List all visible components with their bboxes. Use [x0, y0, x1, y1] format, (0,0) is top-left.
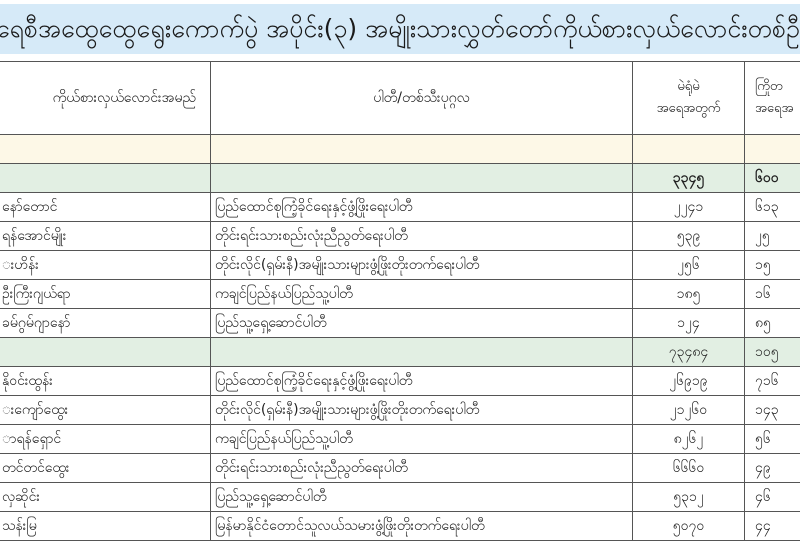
party-name: ပြည်သူ့ရှေ့ဆောင်ပါတီ	[210, 482, 633, 512]
col3-value: ၆၆၆၀	[632, 453, 745, 483]
page-title: ရေစီအထွေထွေရွေးကောက်ပွဲ အပိုင်း(၃) အမျို…	[0, 4, 800, 54]
table-row: နိုဝင်းထွန်း ပြည်ထောင်စုကြံ့ခိုင်ရေးနှင့်…	[0, 366, 800, 396]
party-name: ပြည်ထောင်စုကြံ့ခိုင်ရေးနှင့်ဖွံ့ဖြိုးရေး…	[210, 192, 633, 222]
table-row: း‌ဟိန်း တိုင်းလိုင်(ရှမ်းနီ)အမျိုးသားများ…	[0, 250, 800, 280]
candidate-name: ရန်အောင်မျိုး	[0, 221, 211, 251]
total-col4: ၁၀၅	[744, 337, 800, 367]
col3-value: ၂၁၂၆၀	[632, 395, 745, 425]
total-row: ၇၃၄၈၄ ၁၀၅	[0, 337, 800, 367]
table-row: ာရန်ရှောင် ကချင်ပြည်နယ်ပြည်သူ့ပါတီ ၈၂၆၂ ၅၆	[0, 424, 800, 454]
table-row: နော်တောင် ပြည်ထောင်စုကြံ့ခိုင်ရေးနှင့်ဖွံ…	[0, 192, 800, 222]
total-name	[0, 337, 211, 367]
title-text: ရေစီအထွေထွေရွေးကောက်ပွဲ အပိုင်း(၃) အမျို…	[0, 14, 800, 43]
table-row: လှဆိုင်း ပြည်သူ့ရှေ့ဆောင်ပါတီ ၅၃၁၂ ၄၆	[0, 482, 800, 512]
header-col3-line1: မဲရုံမဲ	[677, 79, 700, 94]
col4-value: ၅၆	[744, 424, 800, 454]
candidate-name: ခမ်ဂွမ်ဂျာနော်	[0, 308, 211, 338]
candidate-name: လှဆိုင်း	[0, 482, 211, 512]
header-party: ပါတီ/တစ်သီးပုဂ္ဂလ	[210, 61, 633, 135]
header-col4-line1: ကြိုတ	[755, 79, 783, 94]
col4-value: ၄၄	[744, 511, 800, 541]
candidate-name: းကျော်ထွေး	[0, 395, 211, 425]
col4-value: ၄၆	[744, 482, 800, 512]
table-row: ခမ်ဂွမ်ဂျာနော် ပြည်သူ့ရှေ့ဆောင်ပါတီ ၁၂၄ ၈၅	[0, 308, 800, 338]
candidate-name: နော်တောင်	[0, 192, 211, 222]
section-row	[0, 134, 800, 164]
total-party	[210, 337, 633, 367]
header-col4: ကြိုတအရေအ	[744, 61, 800, 135]
total-row: ၃၃၄၅ ၆၀၀	[0, 163, 800, 193]
header-col3: မဲရုံမဲအရေအတွက်	[632, 61, 745, 135]
col3-value: ၁၂၄	[632, 308, 745, 338]
party-name: ပြည်သူ့ရှေ့ဆောင်ပါတီ	[210, 308, 633, 338]
candidate-name: သန်းမြ	[0, 511, 211, 541]
col4-value: ၁၅	[744, 250, 800, 280]
party-name: မြန်မာနိုင်ငံတောင်သူလယ်သမားဖွံ့ဖြိုးတိုး…	[210, 511, 633, 541]
candidate-name: ဦးကြီးဂျယ်ရာ	[0, 279, 211, 309]
col4-value: ၂၅	[744, 221, 800, 251]
table-row: တင်တင်ထွေး တိုင်းရင်းသားစည်းလုံးညီညွတ်ရေး…	[0, 453, 800, 483]
col4-value: ၆၁၃	[744, 192, 800, 222]
col4-value: ၈၅	[744, 308, 800, 338]
party-name: တိုင်းလိုင်(ရှမ်းနီ)အမျိုးသားများဖွံ့ဖြိ…	[210, 250, 633, 280]
col3-value: ၂၅၆	[632, 250, 745, 280]
results-table: ကိုယ်စားလှယ်လောင်းအမည် ပါတီ/တစ်သီးပုဂ္ဂလ…	[0, 61, 800, 541]
col4-value: ၄၉	[744, 453, 800, 483]
col3-value: ၁၈၅	[632, 279, 745, 309]
col4-value: ၇၁၆	[744, 366, 800, 396]
party-name: တိုင်းလိုင်(ရှမ်းနီ)အမျိုးသားများဖွံ့ဖြိ…	[210, 395, 633, 425]
header-col4-line2: အရေအ	[755, 101, 794, 116]
candidate-name: း‌ဟိန်း	[0, 250, 211, 280]
col3-value: ၅၃၁၂	[632, 482, 745, 512]
table-row: ဦးကြီးဂျယ်ရာ ကချင်ပြည်နယ်ပြည်သူ့ပါတီ ၁၈၅ ၁၆	[0, 279, 800, 309]
col4-value: ၁၆	[744, 279, 800, 309]
party-name: တိုင်းရင်းသားစည်းလုံးညီညွတ်ရေးပါတီ	[210, 221, 633, 251]
total-col3: ၇၃၄၈၄	[632, 337, 745, 367]
party-name: တိုင်းရင်းသားစည်းလုံးညီညွတ်ရေးပါတီ	[210, 453, 633, 483]
col3-value: ၅၀၇၀	[632, 511, 745, 541]
col3-value: ၈၂၆၂	[632, 424, 745, 454]
total-party	[210, 163, 633, 193]
total-name	[0, 163, 211, 193]
candidate-name: တင်တင်ထွေး	[0, 453, 211, 483]
table-row: းကျော်ထွေး တိုင်းလိုင်(ရှမ်းနီ)အမျိုးသားမ…	[0, 395, 800, 425]
party-name: ကချင်ပြည်နယ်ပြည်သူ့ပါတီ	[210, 424, 633, 454]
table-row: ရန်အောင်မျိုး တိုင်းရင်းသားစည်းလုံးညီညွတ်…	[0, 221, 800, 251]
col3-value: ၅၃၉	[632, 221, 745, 251]
party-name: ပြည်ထောင်စုကြံ့ခိုင်ရေးနှင့်ဖွံ့ဖြိုးရေး…	[210, 366, 633, 396]
total-col4: ၆၀၀	[744, 163, 800, 193]
candidate-name: နိုဝင်းထွန်း	[0, 366, 211, 396]
table-row: သန်းမြ မြန်မာနိုင်ငံတောင်သူလယ်သမားဖွံ့ဖြိ…	[0, 511, 800, 541]
header-row: ကိုယ်စားလှယ်လောင်းအမည် ပါတီ/တစ်သီးပုဂ္ဂလ…	[0, 61, 800, 135]
col4-value: ၁၄၃	[744, 395, 800, 425]
header-col3-line2: အရေအတွက်	[656, 101, 721, 116]
total-col3: ၃၃၄၅	[632, 163, 745, 193]
header-name: ကိုယ်စားလှယ်လောင်းအမည်	[0, 61, 211, 135]
col3-value: ၂၂၄၁	[632, 192, 745, 222]
candidate-name: ာရန်ရှောင်	[0, 424, 211, 454]
col3-value: ၂၆၉၁၉	[632, 366, 745, 396]
party-name: ကချင်ပြည်နယ်ပြည်သူ့ပါတီ	[210, 279, 633, 309]
